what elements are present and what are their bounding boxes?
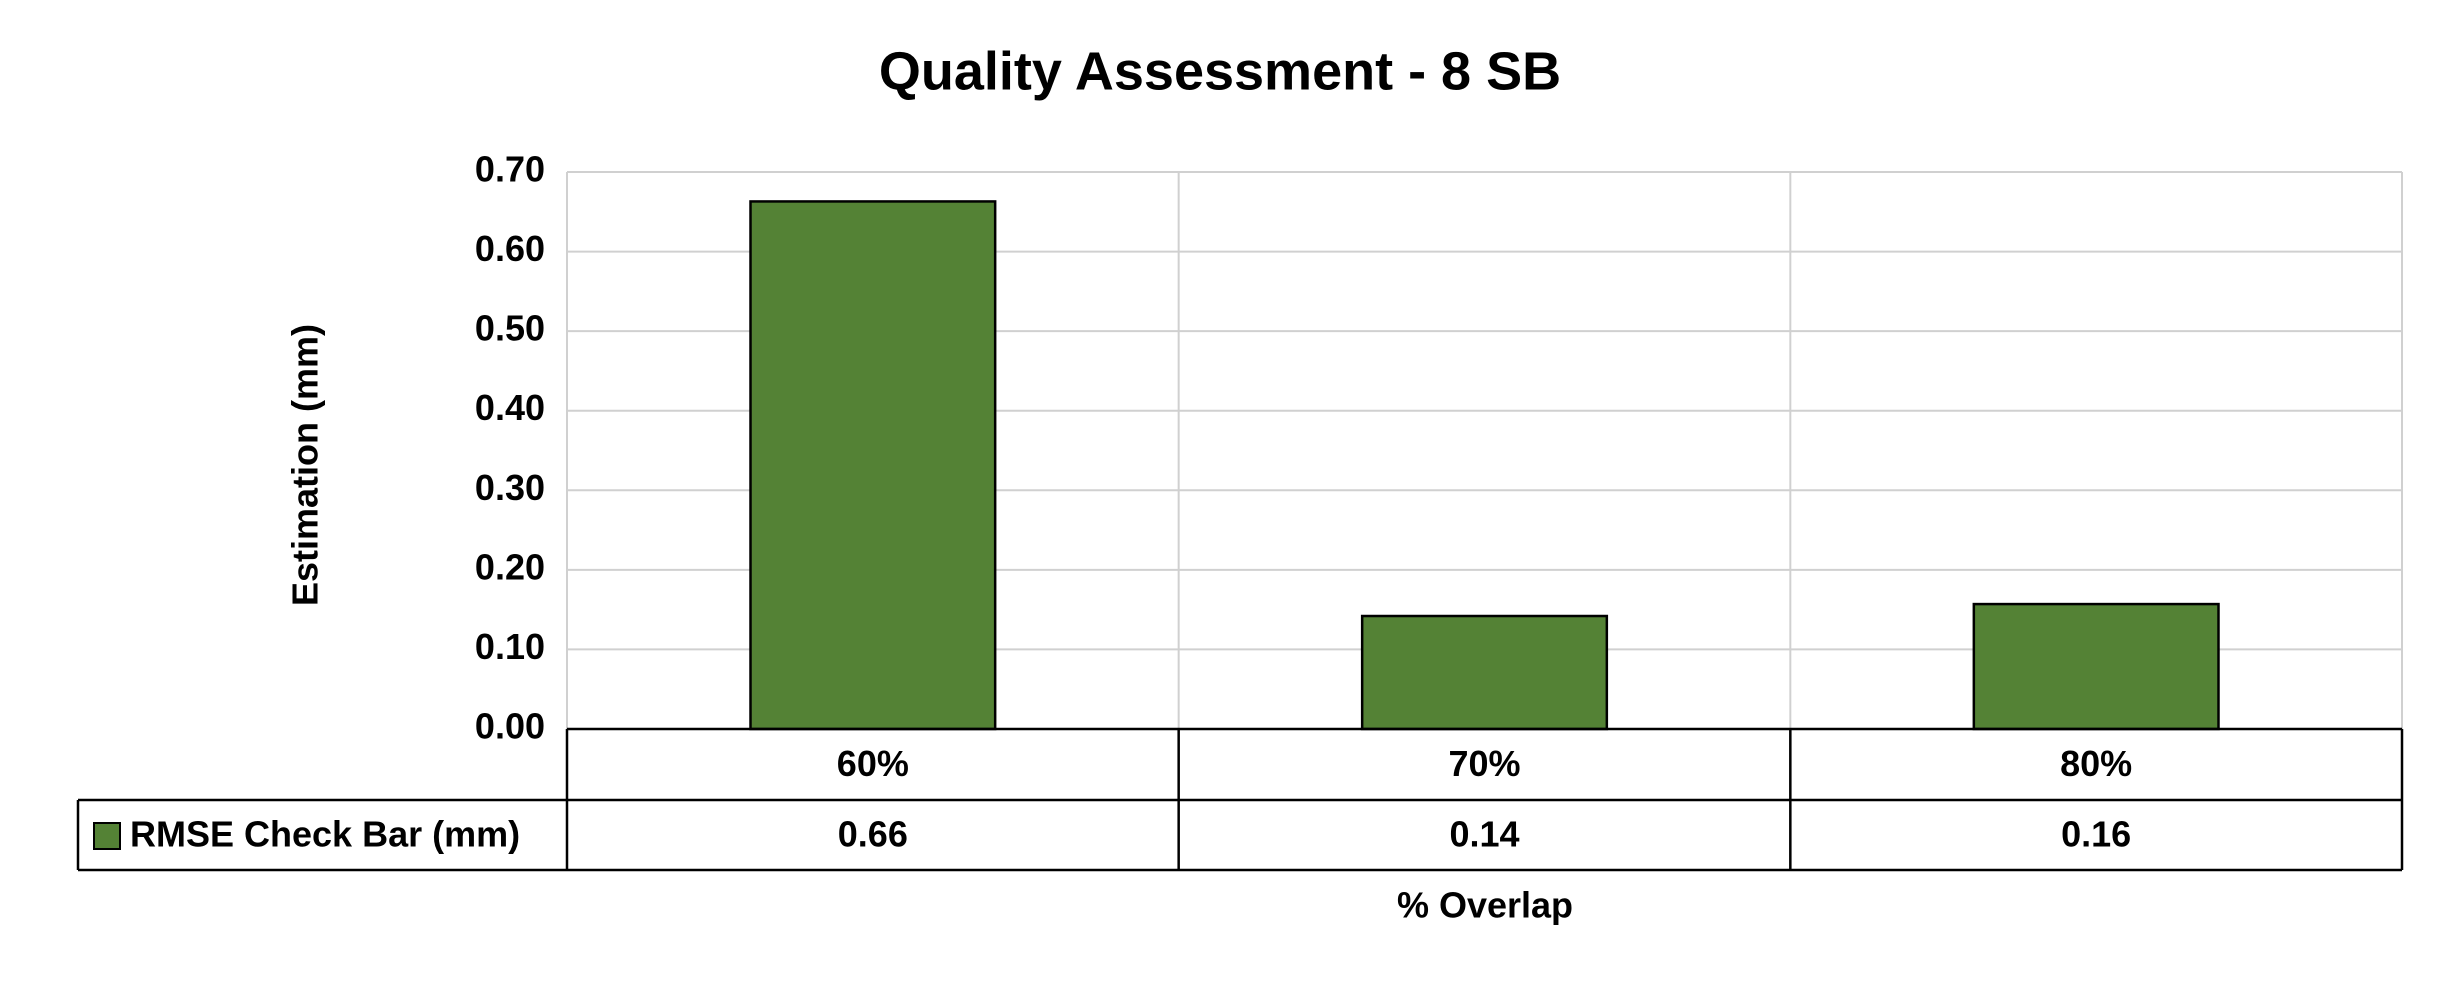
x-tick-label: 80% [2060,743,2132,784]
legend-label: RMSE Check Bar (mm) [130,814,520,855]
y-tick-label: 0.70 [475,149,545,190]
data-label: 0.16 [2061,814,2131,855]
y-tick-label: 0.50 [475,308,545,349]
y-tick-label: 0.40 [475,387,545,428]
data-label: 0.14 [1449,814,1519,855]
y-tick-label: 0.00 [475,706,545,747]
data-label: 0.66 [838,814,908,855]
y-tick-label: 0.60 [475,228,545,269]
y-tick-label: 0.30 [475,467,545,508]
bar [1972,602,2220,731]
x-tick-label: 60% [837,743,909,784]
x-axis-label: % Overlap [1397,885,1573,926]
y-tick-label: 0.20 [475,546,545,587]
x-tick-label: 70% [1448,743,1520,784]
legend-key [93,822,121,850]
bar [749,200,997,731]
bar [1360,614,1609,731]
chart-title: Quality Assessment - 8 SB [879,41,1561,101]
y-axis-label: Estimation (mm) [285,324,326,606]
y-tick-label: 0.10 [475,626,545,667]
